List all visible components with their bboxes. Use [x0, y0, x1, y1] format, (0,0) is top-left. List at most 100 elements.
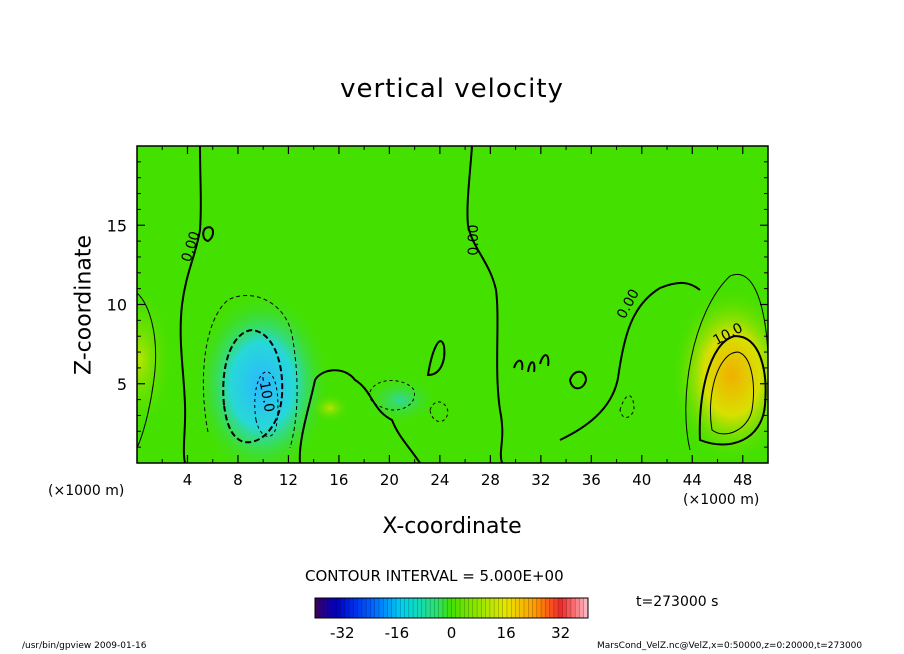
neg-five-contour-small: [429, 401, 449, 422]
plot-area: 0.00 0.00 0.00 -10.0 10.0 4 8 12 16 20 24 28 32…: [107, 145, 769, 489]
colorbar-cell: [455, 598, 461, 618]
colorbar-tick-label: 0: [447, 624, 457, 642]
colorbar-cell: [327, 598, 333, 618]
colorbar-cell: [417, 598, 422, 618]
y-tick-label: 15: [107, 216, 127, 235]
colorbar-cell: [489, 598, 495, 618]
chart-title: vertical velocity: [340, 74, 564, 104]
colorbar-cell: [464, 598, 469, 618]
weak-downdraft-region: [360, 375, 440, 425]
colorbar-cell: [438, 598, 444, 618]
colorbar-cell: [404, 598, 410, 618]
x-tick-label: 24: [430, 471, 449, 489]
colorbar-cell: [575, 598, 580, 618]
x-tick-label: 12: [279, 471, 298, 489]
colorbar-cell: [485, 598, 491, 618]
colorbar-cell: [357, 598, 363, 618]
weak-updraft-region: [310, 393, 350, 423]
x-unit-label-left: (×1000 m): [48, 483, 125, 499]
zero-contour-left: [179, 146, 202, 463]
contour-interval-label: CONTOUR INTERVAL = 5.000E+00: [305, 567, 564, 585]
y-tick-label: 5: [117, 375, 127, 394]
colorbar-cell: [349, 598, 354, 618]
colorbar-cell: [442, 598, 448, 618]
x-tick-label: 28: [481, 471, 500, 489]
neg-five-contour: [202, 295, 298, 449]
colorbar-cell: [408, 598, 414, 618]
colorbar-cell: [391, 598, 397, 618]
x-tick-label: 8: [233, 471, 243, 489]
colorbar-cells: [314, 598, 589, 618]
x-axis-label: X-coordinate: [382, 514, 522, 539]
colorbar-cell: [502, 598, 508, 618]
colorbar-cell: [425, 598, 431, 618]
colorbar-cell: [579, 598, 585, 618]
x-tick-label: 16: [329, 471, 348, 489]
x-tick-label: 20: [380, 471, 399, 489]
colorbar-cell: [472, 598, 478, 618]
zero-contour-middle: [466, 146, 504, 463]
zero-contour-blob: [202, 226, 214, 243]
colorbar-cell: [447, 598, 452, 618]
colorbar-cell: [570, 598, 576, 618]
neg-five-contour-right: [619, 395, 635, 418]
colorbar-cell: [340, 598, 346, 618]
colorbar-cell: [319, 598, 324, 618]
colorbar-cell: [562, 598, 567, 618]
colorbar-cell: [494, 598, 499, 618]
colorbar-cell: [558, 598, 563, 618]
colorbar-cell: [541, 598, 546, 618]
colorbar-cell: [396, 598, 401, 618]
colorbar-cell: [583, 598, 589, 618]
colorbar-cell: [515, 598, 521, 618]
y-axis-ticks: 5 10 15: [107, 161, 768, 448]
colorbar-cell: [315, 598, 320, 618]
colorbar-frame: [314, 597, 589, 619]
neg-ten-contour: [222, 328, 284, 444]
colorbar-cell: [323, 598, 329, 618]
colorbar-cell: [370, 598, 376, 618]
zero-contour-isle: [426, 340, 446, 377]
footer-left-text: /usr/bin/gpview 2009-01-16: [22, 641, 147, 651]
colorbar-cell: [549, 598, 555, 618]
colorbar-cell: [383, 598, 388, 618]
colorbar-cell: [553, 598, 559, 618]
fifteen-contour-right: [709, 351, 754, 435]
x-tick-label: 48: [733, 471, 752, 489]
colorbar-tick-label: -32: [330, 624, 355, 642]
colorbar-cell: [361, 598, 367, 618]
contour-lines: [137, 146, 768, 463]
colorbar-cell: [519, 598, 525, 618]
x-unit-label-right: (×1000 m): [683, 492, 760, 508]
contour-label: 0.00: [466, 224, 482, 255]
contour-label: -10.0: [255, 375, 277, 413]
footer-right-text: MarsCond_VelZ.nc@VelZ,x=0:50000,z=0:2000…: [597, 641, 863, 651]
x-tick-label: 40: [632, 471, 651, 489]
zero-contour-streaks: [513, 354, 550, 373]
x-axis-ticks: 4 8 12 16 20 24 28 32 36 40 44 48: [161, 146, 752, 489]
colorbar-tick-label: -16: [385, 624, 410, 642]
colorbar-cell: [451, 598, 457, 618]
colorbar-cell: [374, 598, 380, 618]
colorbar-ticks: -32 -16 0 16 32: [330, 624, 570, 642]
x-tick-label: 36: [582, 471, 601, 489]
ten-contour-right: [698, 334, 767, 446]
colorbar-cell: [460, 598, 465, 618]
colorbar-cell: [413, 598, 418, 618]
colorbar-cell: [400, 598, 405, 618]
zero-contour-cluster: [298, 369, 421, 463]
time-label: t=273000 s: [636, 594, 719, 610]
colorbar: -32 -16 0 16 32: [314, 597, 589, 642]
colorbar-cell: [336, 598, 341, 618]
five-contour-left: [137, 292, 157, 449]
colorbar-cell: [506, 598, 512, 618]
colorbar-tick-label: 32: [551, 624, 570, 642]
colorbar-cell: [332, 598, 337, 618]
colorbar-cell: [481, 598, 486, 618]
colorbar-cell: [532, 598, 538, 618]
x-tick-label: 32: [531, 471, 550, 489]
colorbar-tick-label: 16: [497, 624, 516, 642]
zero-contour-small-1: [568, 370, 588, 390]
colorbar-cell: [366, 598, 371, 618]
